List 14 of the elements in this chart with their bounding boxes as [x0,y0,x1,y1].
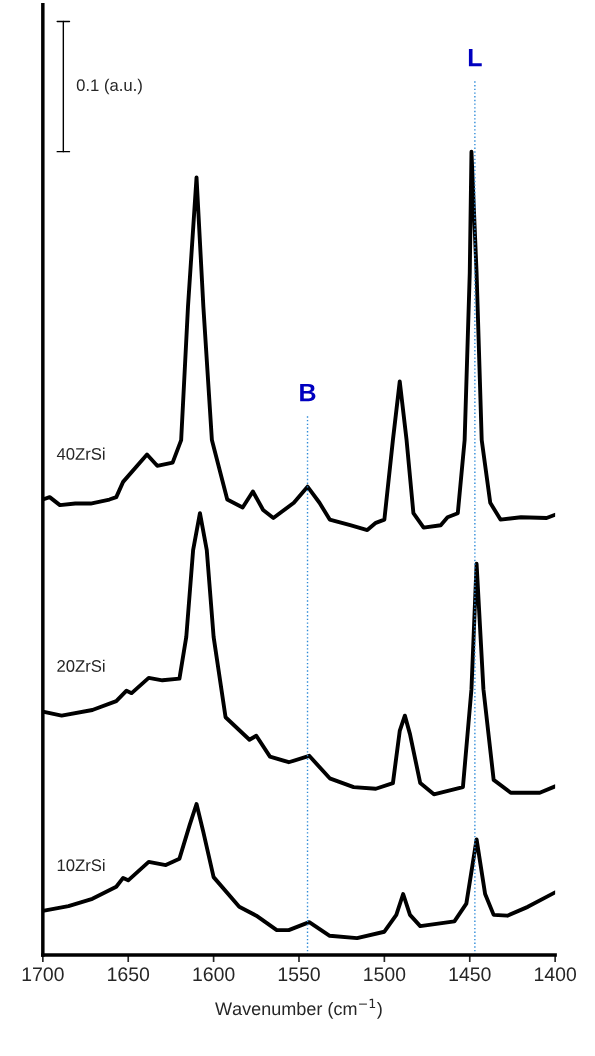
ref-line-label: L [468,48,482,67]
x-tick-label: 1500 [364,967,406,982]
series-label: 40ZrSi [56,447,105,460]
x-tick-label: 1400 [534,967,576,982]
x-axis-title: Wavenumber (cm$^{−1}$) [215,998,382,1019]
x-tick-label: 1700 [22,967,64,982]
ref-line-label: B [300,383,316,402]
series-label: 20ZrSi [57,659,105,672]
series-label: 10ZrSi [57,858,105,872]
x-tick-label: 1550 [278,967,320,982]
x-tick-label: 1600 [193,967,235,982]
x-tick-label: 1650 [108,967,150,982]
text: 0.1 (a.u.) [76,78,142,95]
x-tick-label: 1450 [449,967,491,982]
